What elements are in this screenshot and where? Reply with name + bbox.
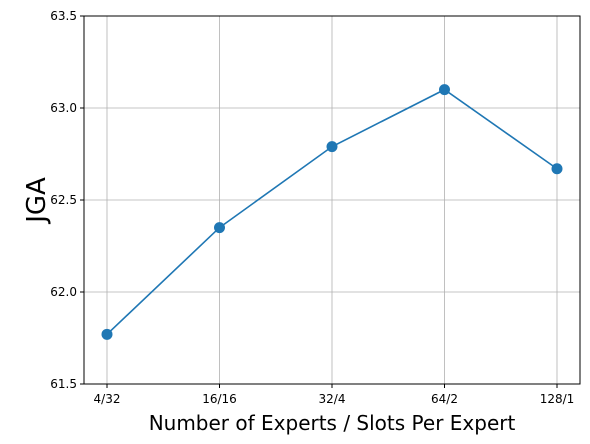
y-tick-label: 62.5 [50, 193, 77, 207]
y-tick-label: 62.0 [50, 285, 77, 299]
x-tick-label: 64/2 [431, 392, 458, 406]
data-point [326, 141, 338, 153]
data-point [101, 328, 113, 340]
x-tick-label: 128/1 [540, 392, 575, 406]
series-layer [101, 84, 563, 340]
data-point [439, 84, 450, 96]
y-axis-label: JGA [22, 177, 52, 225]
data-point [214, 222, 225, 234]
data-point [551, 163, 563, 175]
grid [84, 15, 580, 385]
y-tick-label: 63.5 [50, 9, 77, 23]
x-tick-label: 16/16 [202, 392, 237, 406]
x-tick-label: 4/32 [94, 392, 121, 406]
x-tick-label: 32/4 [319, 392, 346, 406]
tick-layer: 4/32 16/16 32/4 64/2 128/1 61.5 62.0 62.5 63.0 63… [50, 9, 574, 406]
x-axis-label: Number of Experts / Slots Per Expert [149, 411, 516, 435]
y-tick-label: 63.0 [50, 101, 77, 115]
y-tick-label: 61.5 [50, 377, 77, 391]
